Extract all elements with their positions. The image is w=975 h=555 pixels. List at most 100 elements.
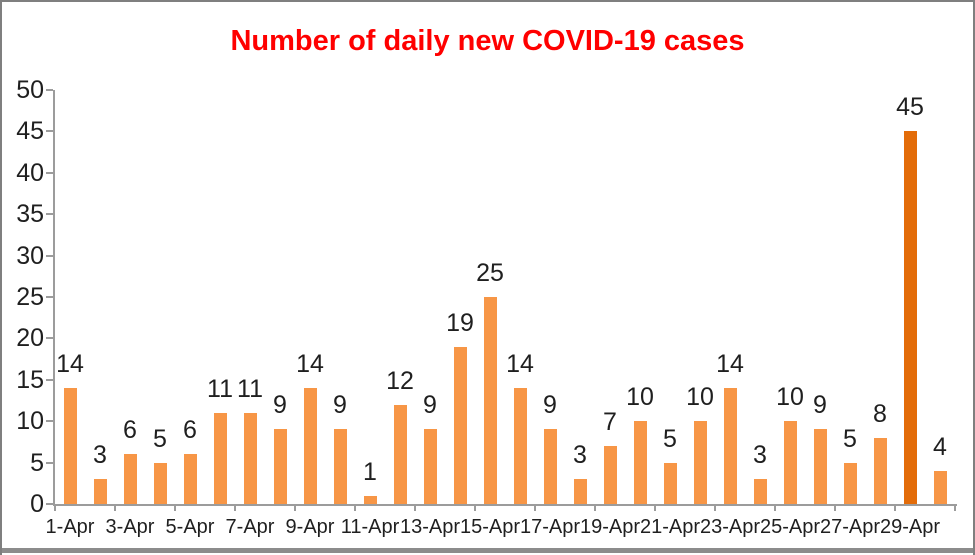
y-axis-tick-label: 20 [16, 324, 44, 353]
y-axis-tick [46, 337, 53, 340]
x-axis-tick-label: 29-Apr [879, 516, 941, 538]
y-axis-tick [46, 213, 53, 216]
x-axis-tick-label: 17-Apr [519, 516, 581, 538]
bar-value-label: 14 [56, 350, 84, 379]
y-axis-tick-label: 15 [16, 365, 44, 394]
bar [123, 454, 137, 504]
x-axis-tick [894, 504, 896, 511]
bar [363, 495, 377, 504]
bar-value-label: 12 [386, 366, 414, 395]
bar-value-label: 3 [753, 441, 767, 470]
y-axis-tick-label: 35 [16, 200, 44, 229]
bar [693, 421, 707, 504]
bar-value-label: 11 [207, 374, 233, 403]
y-axis-tick [46, 171, 53, 174]
bar-value-label: 25 [476, 259, 504, 287]
bar [333, 429, 347, 504]
bar [633, 421, 647, 504]
bar-value-label: 19 [446, 308, 474, 337]
x-axis-tick-label: 27-Apr [819, 516, 881, 538]
x-axis-tick-labels: 1-Apr 3-Apr 5-Apr 7-Apr 9-Apr 11-Apr 13-Apr 15-… [46, 515, 955, 541]
y-axis-tick [46, 130, 53, 133]
y-axis-tick-label: 0 [30, 490, 44, 518]
bar [873, 437, 887, 504]
y-axis-tick-label: 50 [16, 76, 44, 104]
bar-value-label: 8 [873, 399, 887, 428]
x-axis-tick [654, 504, 656, 511]
x-axis-tick [714, 504, 716, 511]
bar [543, 429, 557, 504]
y-axis-tick [46, 89, 53, 92]
bar [903, 131, 917, 504]
bar [153, 462, 167, 504]
y-axis-tick-label: 25 [16, 283, 44, 311]
x-axis-line [53, 504, 957, 506]
x-axis-tick [294, 504, 296, 511]
bar-value-label: 9 [423, 391, 437, 420]
bar-value-label: 10 [776, 383, 804, 412]
x-axis-tick [174, 504, 176, 511]
bar [783, 421, 797, 504]
bar [603, 446, 617, 504]
bar-value-label: 3 [573, 441, 587, 470]
y-axis-line [53, 90, 55, 506]
bar-value-label: 11 [237, 374, 263, 403]
y-axis-tick-label: 40 [16, 158, 44, 187]
bar [663, 462, 677, 504]
y-axis-tick [46, 296, 53, 298]
frame-bottom-border [2, 548, 973, 553]
bar [63, 388, 77, 504]
x-axis-tick-label: 25-Apr [759, 516, 821, 538]
bar-value-label: 3 [93, 441, 107, 470]
x-axis-tick-label: 9-Apr [285, 516, 335, 538]
y-axis-tick [46, 503, 53, 505]
y-axis-tick-label: 30 [16, 241, 44, 270]
x-axis-tick [594, 504, 596, 511]
chart-title: Number of daily new COVID-19 cases [230, 25, 745, 57]
bar-value-label: 5 [843, 424, 857, 453]
bar [723, 388, 737, 504]
bar-value-label: 5 [153, 424, 167, 453]
bar [303, 388, 317, 504]
bar-value-label: 6 [123, 416, 137, 445]
x-axis-tick [954, 504, 956, 511]
y-axis-tick [46, 378, 53, 381]
bar [243, 412, 257, 504]
x-axis-tick [834, 504, 836, 511]
x-axis-tick-label: 15-Apr [459, 516, 521, 538]
bar-value-label: 9 [543, 391, 557, 420]
x-axis-tick [234, 504, 236, 511]
bar [453, 346, 467, 504]
bar [573, 479, 587, 504]
bar [213, 412, 227, 504]
bar [753, 479, 767, 504]
y-axis-tick [46, 461, 53, 464]
bar [933, 470, 947, 504]
y-axis-tick-labels: 0 5 10 15 20 25 30 35 40 45 50 [2, 77, 44, 517]
bar [393, 404, 407, 504]
bar-value-label: 1 [363, 457, 377, 486]
y-axis-tick-label: 45 [16, 117, 44, 146]
y-axis-tick-label: 5 [30, 448, 44, 477]
y-axis-tick [46, 254, 53, 257]
x-axis-tick [534, 504, 536, 511]
x-axis-tick-label: 3-Apr [105, 516, 155, 538]
x-axis-tick-label: 7-Apr [225, 516, 275, 538]
bar-value-label: 5 [663, 424, 677, 453]
bar-value-label: 9 [813, 391, 827, 420]
x-axis-tick-label: 23-Apr [699, 516, 761, 538]
plot-area: 14 3 6 5 6 11 11 9 14 9 1 12 9 19 25 14 9 3 7 10 5 10 14 3 10 9 5 8… [46, 89, 957, 511]
bar [813, 429, 827, 504]
bar-value-label: 7 [603, 408, 617, 437]
bar [483, 297, 497, 504]
x-axis-tick-label: 21-Apr [639, 516, 701, 538]
x-axis-tick-label: 19-Apr [579, 516, 641, 538]
bar [843, 462, 857, 504]
bar-value-label: 14 [506, 350, 534, 379]
x-axis-tick [54, 504, 56, 511]
bar-value-label: 6 [183, 416, 197, 445]
bar-value-label: 9 [273, 391, 287, 420]
bar-value-label: 10 [686, 383, 714, 412]
x-axis-tick [414, 504, 416, 511]
x-axis-tick-label: 1-Apr [45, 516, 95, 538]
